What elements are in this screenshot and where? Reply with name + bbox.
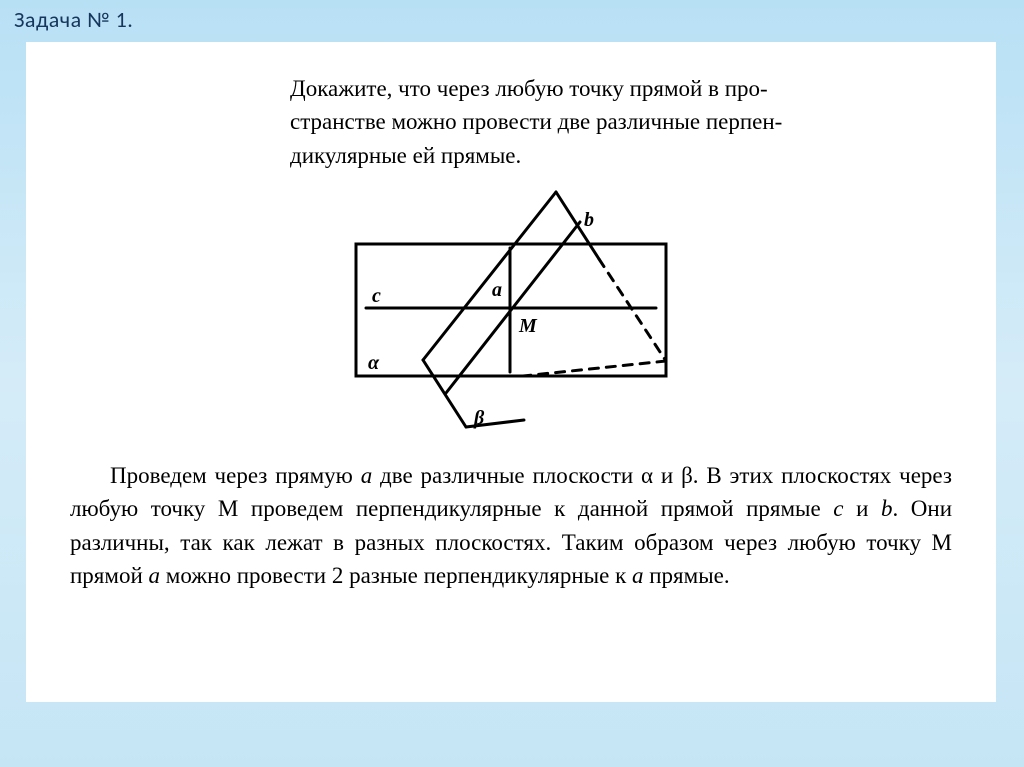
problem-statement: Докажите, что через любую точку прямой в… <box>290 72 952 172</box>
problem-line-3: дикулярные ей прямые. <box>290 143 521 168</box>
svg-text:a: a <box>492 279 502 301</box>
solution-part-4: можно провести 2 разные перпендикулярные… <box>160 563 632 588</box>
problem-line-2: странстве можно провести две различные п… <box>290 109 782 134</box>
italic-a3: a <box>632 563 644 588</box>
problem-line-1: Докажите, что через любую точку прямой в… <box>290 76 768 101</box>
italic-b: b <box>881 496 893 521</box>
diagram-container: c a b Mα β <box>70 180 952 445</box>
page-title: Задача № 1. <box>0 0 1024 33</box>
svg-text:c: c <box>372 285 381 307</box>
svg-text:α: α <box>368 352 380 374</box>
solution-text: Проведем через прямую a две различные пл… <box>70 459 952 592</box>
solution-part-2: и <box>844 496 881 521</box>
italic-a2: a <box>149 563 161 588</box>
svg-text:M: M <box>518 315 538 337</box>
document-page: Докажите, что через любую точку прямой в… <box>26 42 996 702</box>
italic-a: a <box>361 463 373 488</box>
solution-part-0: Проведем через прямую <box>110 463 361 488</box>
solution-part-5: прямые. <box>644 563 730 588</box>
svg-text:β: β <box>473 407 485 429</box>
svg-text:b: b <box>584 209 594 231</box>
geometry-diagram: c a b Mα β <box>296 180 726 440</box>
italic-c: c <box>833 496 843 521</box>
